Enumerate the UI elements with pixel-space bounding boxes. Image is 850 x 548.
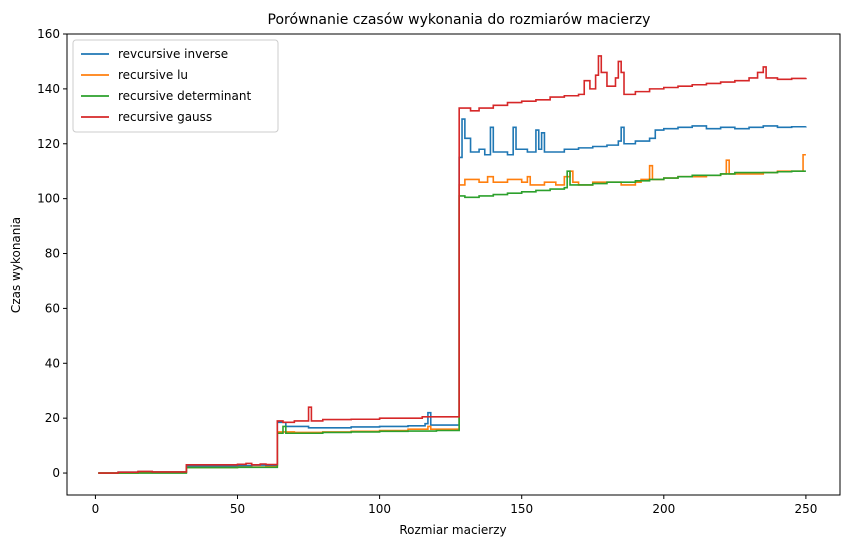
legend-label-1: revcursive inverse xyxy=(118,47,228,61)
series-line-1 xyxy=(98,118,807,474)
plot-frame xyxy=(66,33,841,496)
x-axis: 0 50 100 150 200 250 xyxy=(92,495,817,516)
x-tick-label: 0 xyxy=(92,502,100,516)
chart-title: Porównanie czasów wykonania do rozmiarów… xyxy=(268,12,651,28)
y-axis-label: Czas wykonania xyxy=(9,217,23,313)
y-tick-label: 120 xyxy=(37,137,60,151)
y-tick-label: 0 xyxy=(52,466,60,480)
x-tick-label: 50 xyxy=(230,502,245,516)
legend-label-2: recursive lu xyxy=(118,68,188,82)
x-tick-label: 100 xyxy=(368,502,391,516)
legend-box xyxy=(72,39,279,133)
series-line-3 xyxy=(98,170,806,474)
x-tick-label: 150 xyxy=(510,502,533,516)
plot-area xyxy=(98,55,807,474)
y-tick-label: 100 xyxy=(37,192,60,206)
legend-label-3: recursive determinant xyxy=(118,89,251,103)
y-tick-label: 160 xyxy=(37,27,60,41)
x-axis-label: Rozmiar macierzy xyxy=(399,523,506,537)
y-tick-label: 80 xyxy=(45,247,60,261)
y-tick-label: 140 xyxy=(37,82,60,96)
y-tick-label: 60 xyxy=(45,301,60,315)
series-line-4 xyxy=(98,55,807,474)
y-tick-label: 20 xyxy=(45,411,60,425)
y-tick-label: 40 xyxy=(45,356,60,370)
legend: revcursive inverse recursive lu recursive … xyxy=(72,39,279,133)
x-tick-label: 250 xyxy=(794,502,817,516)
x-tick-label: 200 xyxy=(652,502,675,516)
legend-label-4: recursive gauss xyxy=(118,110,212,124)
y-axis: 0 20 40 60 80 100 120 140 160 xyxy=(37,27,67,480)
